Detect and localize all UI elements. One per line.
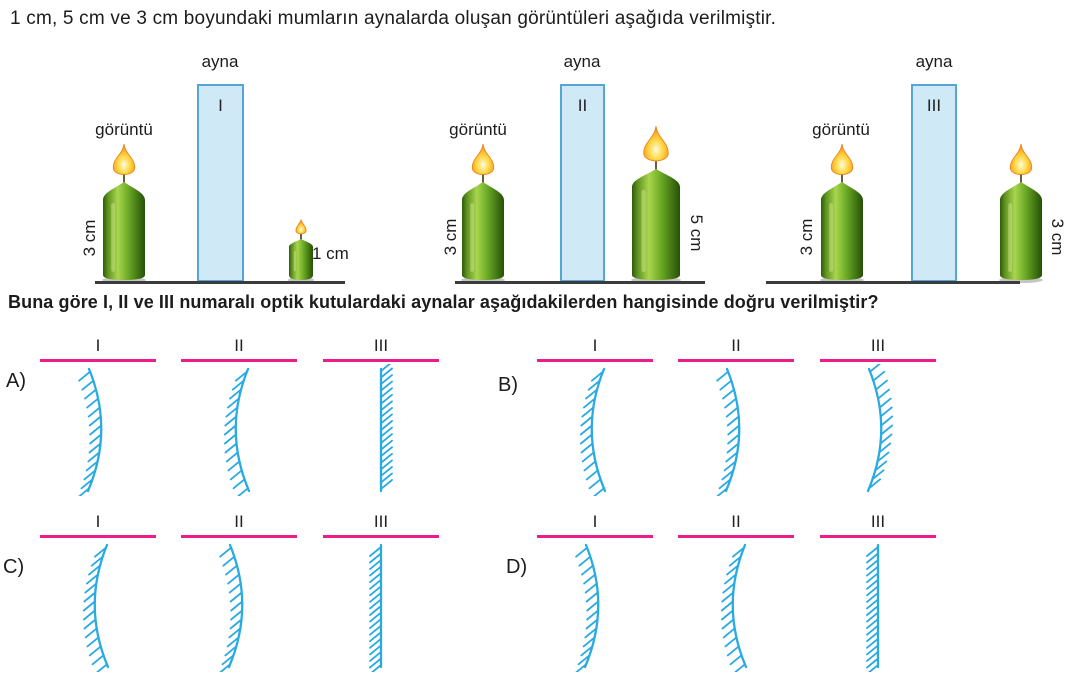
mirror-choice-numeral: III: [870, 336, 886, 355]
convex-mirror-facing-right-icon: [219, 543, 244, 672]
mirror-choice-III: III: [820, 506, 936, 682]
image-size-label: 3 cm: [797, 218, 816, 256]
mirror-diagram-3: ayna III görüntü: [0, 0, 1072, 290]
mirror-choice-I: I: [40, 330, 156, 506]
mirror-choice-numeral: I: [95, 336, 101, 355]
answer-option-b: B) I II III: [497, 330, 957, 506]
option-letter: A): [6, 370, 26, 392]
mirror-choice-II: II: [678, 330, 794, 506]
optic-box-2: II: [560, 84, 605, 282]
concave-mirror-facing-left-icon: [866, 364, 894, 493]
divider-line: [40, 359, 156, 362]
mirror-choice-I: I: [537, 330, 653, 506]
divider-line: [537, 359, 653, 362]
mirror-choice-numeral: II: [731, 336, 741, 355]
mirror-choice-numeral: II: [234, 336, 244, 355]
mirror-choice-numeral: I: [95, 512, 101, 531]
question-text: Buna göre I, II ve III numaralı optik ku…: [8, 292, 879, 312]
answer-option-c: C) I II III: [0, 506, 460, 682]
object-size-label: 1 cm: [312, 244, 349, 263]
option-letter: C): [3, 556, 25, 578]
convex-mirror-facing-right-icon: [575, 543, 600, 672]
object-candle-icon: [998, 143, 1044, 288]
mirror-choice-numeral: III: [373, 512, 389, 531]
option-letter: B): [498, 374, 518, 396]
mirror-label: ayna: [915, 52, 953, 71]
option-letter: D): [506, 556, 528, 578]
optic-box-3: III: [911, 84, 957, 282]
answer-option-a: A) I II III: [0, 330, 460, 506]
mirror-choice-I: I: [537, 506, 653, 682]
mirror-label: ayna: [201, 52, 239, 71]
mirror-diagram-1: ayna I görüntü: [0, 0, 1072, 290]
mirror-choice-III: III: [820, 330, 936, 506]
plane-mirror-facing-right-icon: [369, 543, 383, 672]
concave-mirror-facing-right-icon: [223, 367, 251, 496]
ground-line: [455, 281, 705, 284]
mirror-diagram-2: ayna II görüntü: [0, 0, 1072, 290]
convex-mirror-facing-right-icon: [716, 367, 741, 496]
divider-line: [678, 535, 794, 538]
mirror-choice-III: III: [323, 506, 439, 682]
image-candle-icon: [460, 143, 506, 288]
concave-mirror-facing-right-icon: [82, 543, 110, 672]
mirror-choice-III: III: [323, 330, 439, 506]
plane-mirror-facing-left-icon: [379, 364, 393, 493]
optic-box-1: I: [197, 84, 244, 282]
optic-box-numeral: II: [577, 96, 588, 115]
concave-mirror-facing-right-icon: [579, 367, 607, 496]
divider-line: [181, 359, 297, 362]
plane-mirror-facing-right-icon: [866, 543, 880, 672]
mirror-choice-numeral: II: [731, 512, 741, 531]
divider-line: [323, 359, 439, 362]
ground-line: [95, 281, 345, 284]
answer-option-d: D) I II III: [497, 506, 957, 682]
mirror-choice-I: I: [40, 506, 156, 682]
convex-mirror-facing-right-icon: [78, 367, 103, 496]
concave-mirror-facing-right-icon: [720, 543, 748, 672]
optic-box-numeral: III: [926, 96, 942, 115]
divider-line: [537, 535, 653, 538]
mirror-choice-II: II: [678, 506, 794, 682]
mirror-choice-numeral: III: [870, 512, 886, 531]
object-size-label: 3 cm: [1048, 218, 1067, 256]
image-label: görüntü: [449, 120, 507, 139]
image-label: görüntü: [95, 120, 153, 139]
optic-box-numeral: I: [218, 96, 223, 115]
mirror-choice-II: II: [181, 506, 297, 682]
divider-line: [820, 535, 936, 538]
mirror-choice-numeral: III: [373, 336, 389, 355]
divider-line: [323, 535, 439, 538]
divider-line: [678, 359, 794, 362]
mirror-choice-numeral: II: [234, 512, 244, 531]
image-candle-icon: [819, 143, 865, 288]
mirror-choice-numeral: I: [592, 512, 598, 531]
ground-line: [766, 281, 1020, 284]
divider-line: [820, 359, 936, 362]
image-label: görüntü: [812, 120, 870, 139]
intro-text: 1 cm, 5 cm ve 3 cm boyundaki mumların ay…: [10, 8, 777, 29]
mirror-choice-numeral: I: [592, 336, 598, 355]
divider-line: [181, 535, 297, 538]
divider-line: [40, 535, 156, 538]
mirror-choice-II: II: [181, 330, 297, 506]
mirror-label: ayna: [563, 52, 601, 71]
object-candle-icon: [630, 125, 682, 288]
